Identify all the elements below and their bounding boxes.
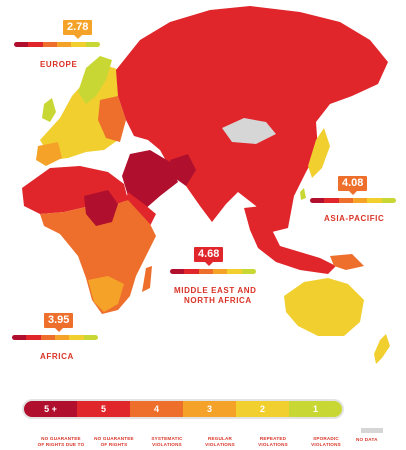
legend-rating-5plus: 5 +	[24, 401, 77, 417]
asia-pacific-mini-scale	[310, 198, 396, 203]
legend-desc-3-line2: VIOLATIONS	[205, 442, 235, 447]
mena-mini-scale	[170, 269, 256, 274]
legend-desc-5plus-line2: OF RIGHTS DUE TO	[37, 442, 85, 447]
europe-score-badge: 2.78	[63, 20, 93, 39]
new-guinea	[330, 254, 364, 270]
legend-desc-5plus-line1: NO GUARANTEE	[41, 436, 81, 441]
legend-desc-5plus: NO GUARANTEE OF RIGHTS DUE TO	[35, 436, 87, 448]
legend-rating-5: 5	[77, 401, 130, 417]
legend-desc-2-line1: REPEATED	[259, 436, 287, 441]
europe-label: EUROPE	[40, 60, 78, 69]
no-data-label: NO DATA	[356, 437, 378, 442]
new-zealand	[374, 334, 390, 364]
legend-desc-5-line2: OF RIGHTS	[100, 442, 128, 447]
legend-desc-1-line2: VIOLATIONS	[311, 442, 341, 447]
central-africa	[84, 190, 118, 226]
legend-rating-2: 2	[236, 401, 289, 417]
legend-desc-5: NO GUARANTEE OF RIGHTS	[88, 436, 140, 448]
legend-desc-4-line2: VIOLATIONS	[152, 442, 182, 447]
central-asia	[170, 154, 196, 186]
legend-desc-5-line1: NO GUARANTEE	[94, 436, 134, 441]
mena-score-badge: 4.68	[194, 247, 224, 266]
legend-desc-1-line1: SPORADIC	[313, 436, 339, 441]
arabia	[124, 192, 156, 226]
mongolia-nodata	[222, 118, 276, 144]
legend-desc-4: SYSTEMATIC VIOLATIONS	[141, 436, 193, 448]
southeast-asia	[244, 206, 336, 274]
africa-mini-scale	[12, 335, 98, 340]
eastern-europe	[98, 96, 126, 142]
legend-desc-3-line1: REGULAR	[207, 436, 233, 441]
taiwan	[300, 188, 306, 200]
australia	[284, 278, 364, 336]
sub-saharan-africa	[40, 200, 156, 314]
legend-desc-2-line2: VIOLATIONS	[258, 442, 288, 447]
legend-desc-1: SPORADIC VIOLATIONS	[300, 436, 352, 448]
no-data-swatch	[361, 428, 383, 433]
legend-desc-2: REPEATED VIOLATIONS	[247, 436, 299, 448]
legend-bar: 5 + 5 4 3 2 1	[24, 401, 342, 417]
mena-label-line2: NORTH AFRICA	[184, 296, 252, 305]
scandinavia	[78, 56, 112, 104]
middle-east	[122, 150, 178, 210]
legend-rating-3: 3	[183, 401, 236, 417]
mena-label-line1: MIDDLE EAST AND	[174, 286, 257, 295]
legend-desc-4-line1: SYSTEMATIC	[151, 436, 183, 441]
legend-rating-1: 1	[289, 401, 342, 417]
africa-label: AFRICA	[40, 352, 74, 361]
asia-pacific-label: ASIA-PACIFIC	[324, 214, 385, 223]
uk-islands	[42, 98, 56, 122]
europe-mini-scale	[14, 42, 100, 47]
legend-desc-3: REGULAR VIOLATIONS	[194, 436, 246, 448]
southern-africa	[88, 276, 124, 312]
africa-score-badge: 3.95	[44, 313, 74, 332]
asia-pacific-score-badge: 4.08	[338, 176, 368, 195]
legend-rating-4: 4	[130, 401, 183, 417]
iberia	[36, 142, 62, 166]
madagascar	[142, 266, 152, 292]
japan	[308, 128, 330, 178]
rating-legend: 5 + 5 4 3 2 1	[22, 399, 344, 419]
